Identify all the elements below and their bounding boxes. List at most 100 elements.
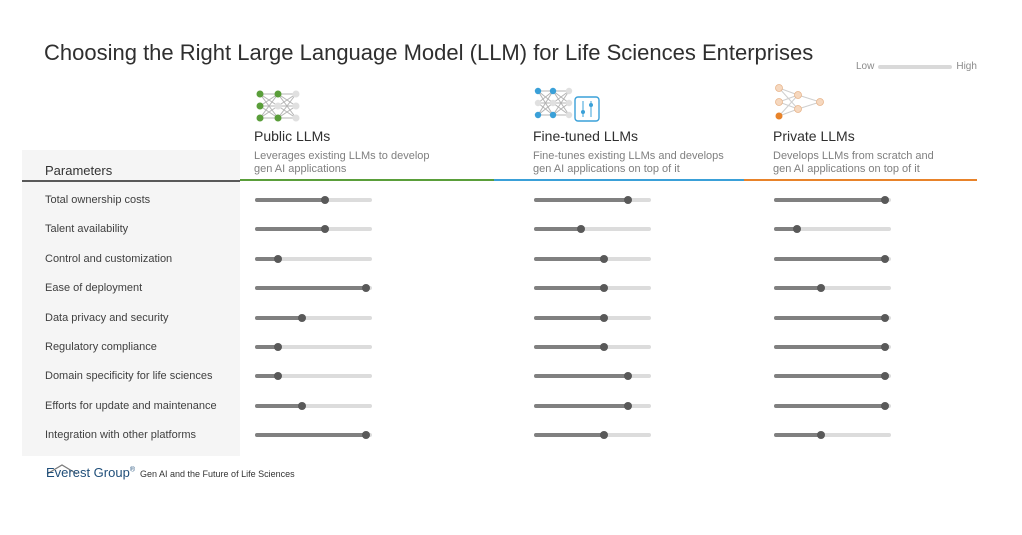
rating-track-public xyxy=(255,196,372,204)
rating-marker-finetuned xyxy=(600,254,609,263)
rating-fill-finetuned xyxy=(534,374,628,379)
model-name-private: Private LLMs xyxy=(773,128,855,144)
rating-fill-private xyxy=(774,403,886,408)
rating-marker-public xyxy=(274,254,283,263)
chart-title: Choosing the Right Large Language Model … xyxy=(44,40,814,65)
rating-track-private xyxy=(774,401,891,410)
rating-fill-finetuned xyxy=(534,198,628,202)
rating-track-public xyxy=(255,401,372,410)
rating-fill-private xyxy=(774,374,886,379)
rating-marker-public xyxy=(362,431,371,440)
rating-fill-public xyxy=(255,315,302,320)
model-desc-public: Leverages existing LLMs to develop gen A… xyxy=(254,150,464,176)
rating-marker-private xyxy=(881,196,890,204)
rating-track-private xyxy=(774,343,891,351)
rating-fill-private xyxy=(774,286,821,291)
rating-fill-public xyxy=(255,227,326,232)
rating-marker-finetuned xyxy=(600,343,609,351)
brand-name: Everest Group xyxy=(46,465,130,480)
model-name-finetuned: Fine-tuned LLMs xyxy=(533,128,639,144)
rating-marker-public xyxy=(321,196,330,204)
legend-high-label: High xyxy=(956,61,977,72)
model-desc-finetuned-line1: Fine-tunes existing LLMs and develops xyxy=(533,150,724,162)
rating-track-private xyxy=(774,431,891,440)
rating-fill-private xyxy=(774,256,886,261)
rating-marker-finetuned xyxy=(600,313,609,322)
model-rule-public xyxy=(240,179,494,181)
model-desc-private-line2: gen AI applications on top of it xyxy=(773,163,920,175)
legend-scale-bar xyxy=(878,64,953,69)
neural-network-icon-orange xyxy=(775,84,824,120)
model-desc-public-line2: gen AI applications xyxy=(254,163,347,175)
legend-low-label: Low xyxy=(856,61,875,72)
rating-track-public xyxy=(255,431,372,440)
scale-legend: Low High xyxy=(856,61,977,72)
model-desc-public-line1: Leverages existing LLMs to develop xyxy=(254,150,430,162)
rating-marker-finetuned xyxy=(623,372,632,381)
rating-track-private xyxy=(774,313,891,322)
rating-fill-finetuned xyxy=(534,256,605,261)
rating-fill-public xyxy=(255,345,279,349)
model-desc-finetuned: Fine-tunes existing LLMs and develops ge… xyxy=(533,150,743,176)
parameter-label: Total ownership costs xyxy=(45,194,151,206)
rating-marker-private xyxy=(881,343,890,351)
model-rule-private xyxy=(744,179,977,181)
everest-logo-roof-icon xyxy=(46,464,78,475)
rating-marker-private xyxy=(881,313,890,322)
rating-track-finetuned xyxy=(534,254,651,263)
rating-fill-private xyxy=(774,198,886,202)
rating-track-public xyxy=(255,313,372,322)
rating-marker-finetuned xyxy=(623,401,632,410)
brand-registered-mark: ® xyxy=(129,466,135,474)
model-rule-finetuned xyxy=(494,179,744,181)
rating-track-public xyxy=(255,254,372,263)
rating-marker-finetuned xyxy=(623,196,632,204)
rating-fill-finetuned xyxy=(534,403,628,408)
model-desc-finetuned-line2: gen AI applications on top of it xyxy=(533,163,680,175)
rating-marker-private xyxy=(816,431,825,440)
footer: Everest Group® Gen AI and the Future of … xyxy=(46,465,295,480)
rating-fill-private xyxy=(774,433,821,438)
rating-track-private xyxy=(774,196,891,204)
parameters-header-rule xyxy=(22,180,240,182)
rating-track-public xyxy=(255,284,372,293)
model-desc-private: Develops LLMs from scratch and gen AI ap… xyxy=(773,150,983,176)
rating-track-finetuned xyxy=(534,284,651,293)
parameter-label: Ease of deployment xyxy=(45,282,143,295)
neural-network-tuning-icon-blue xyxy=(534,87,600,122)
neural-network-icon-green xyxy=(256,90,300,122)
rating-fill-public xyxy=(255,433,367,438)
rating-marker-public xyxy=(362,284,371,293)
rating-fill-private xyxy=(774,227,798,232)
rating-marker-public xyxy=(297,401,306,410)
parameter-label: Efforts for update and maintenance xyxy=(45,399,217,412)
rating-marker-public xyxy=(274,343,283,351)
rating-fill-public xyxy=(255,374,279,379)
rating-fill-finetuned xyxy=(534,433,605,438)
rating-fill-public xyxy=(255,286,367,291)
rating-track-finetuned xyxy=(534,431,651,440)
rating-track-finetuned xyxy=(534,372,651,381)
brand-logo: Everest Group® xyxy=(46,465,135,480)
rating-marker-private xyxy=(881,254,890,263)
rating-fill-private xyxy=(774,345,886,349)
rating-track-public xyxy=(255,343,372,351)
rating-marker-private xyxy=(816,284,825,293)
rating-fill-public xyxy=(255,256,279,261)
rating-marker-public xyxy=(297,313,306,322)
rating-track-finetuned xyxy=(534,196,651,204)
parameter-label: Data privacy and security xyxy=(45,311,169,324)
parameter-label: Integration with other platforms xyxy=(45,429,197,442)
rating-fill-finetuned xyxy=(534,315,605,320)
rating-fill-private xyxy=(774,315,886,320)
rating-fill-finetuned xyxy=(534,227,581,232)
footer-caption: Gen AI and the Future of Life Sciences xyxy=(140,469,295,479)
parameters-column-background xyxy=(22,150,240,456)
parameter-label: Regulatory compliance xyxy=(45,341,157,353)
rating-track-finetuned xyxy=(534,313,651,322)
parameter-label: Control and customization xyxy=(45,252,173,265)
model-desc-private-line1: Develops LLMs from scratch and xyxy=(773,150,934,162)
rating-fill-public xyxy=(255,198,326,202)
rating-marker-private xyxy=(881,401,890,410)
rating-marker-private xyxy=(881,372,890,381)
